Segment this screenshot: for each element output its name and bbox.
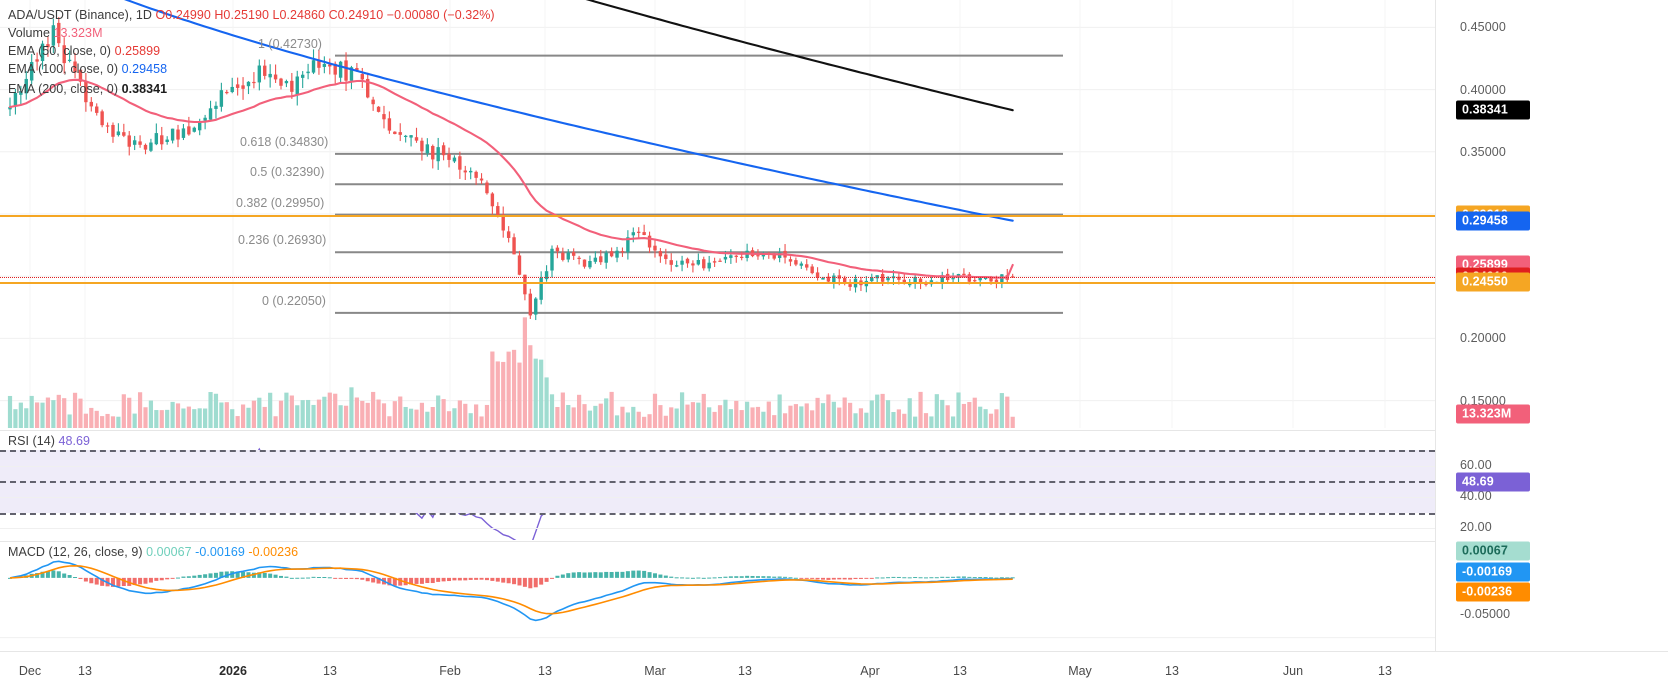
macd-badge-0[interactable]: 0.00067 bbox=[1456, 541, 1530, 561]
rsi-legend[interactable]: RSI (14) 48.69 bbox=[8, 434, 90, 448]
ohlc-high: H0.25190 bbox=[214, 8, 269, 22]
rsi-gridline bbox=[0, 465, 1435, 467]
price-axis-tick: 0.45000 bbox=[1460, 20, 1506, 35]
macd-signal-line bbox=[9, 564, 1013, 615]
macd-value-signal: -0.00236 bbox=[248, 545, 299, 559]
ohlc-low: L0.24860 bbox=[272, 8, 326, 22]
time-axis-tick: Feb bbox=[439, 664, 461, 678]
rsi-axis-tick: 20.00 bbox=[1460, 520, 1492, 535]
rsi-band bbox=[0, 449, 1435, 513]
price-band-line bbox=[0, 281, 1435, 284]
ema50-legend[interactable]: EMA (50, close, 0) 0.25899 bbox=[8, 44, 160, 58]
macd-value-histogram: 0.00067 bbox=[146, 545, 192, 559]
time-axis-tick: Mar bbox=[644, 664, 666, 678]
fib-level-label: 0.382 (0.29950) bbox=[236, 195, 325, 210]
time-axis-tick: 13 bbox=[738, 664, 752, 678]
fib-level-label: 0.5 (0.32390) bbox=[250, 165, 325, 180]
price-axis-tick: 0.40000 bbox=[1460, 82, 1506, 97]
ema100-value: 0.29458 bbox=[121, 62, 168, 76]
macd-value-line: -0.00169 bbox=[195, 545, 245, 559]
ema50-label: EMA (50, close, 0) bbox=[8, 44, 112, 58]
ema200-label: EMA (200, close, 0) bbox=[8, 82, 119, 96]
time-axis-tick: May bbox=[1068, 664, 1092, 678]
rsi-axis-tick: 60.00 bbox=[1460, 457, 1492, 472]
price-axis-tick: 0.20000 bbox=[1460, 331, 1506, 346]
macd-badge-1[interactable]: -0.00169 bbox=[1456, 562, 1530, 582]
volume-bars bbox=[7, 317, 1015, 428]
rsi-gridline bbox=[0, 497, 1435, 498]
ema200-legend[interactable]: EMA (200, close, 0) 0.38341 bbox=[8, 82, 167, 96]
ohlc-close: C0.24910 bbox=[328, 8, 384, 22]
ema100-line bbox=[124, 0, 1014, 222]
macd-plot-area[interactable] bbox=[0, 542, 1435, 651]
ema50-value: 0.25899 bbox=[114, 44, 161, 58]
volume-label: Volume bbox=[8, 26, 50, 40]
ohlc-change: −0.00080 bbox=[386, 8, 440, 22]
time-axis-tick: Apr bbox=[860, 664, 880, 678]
fib-level-label: 0.618 (0.34830) bbox=[240, 134, 329, 149]
rsi-panel[interactable] bbox=[0, 430, 1435, 540]
rsi-level-line bbox=[0, 449, 1435, 452]
symbol-title: ADA/USDT (Binance), 1D bbox=[8, 8, 152, 22]
ohlc-open: O0.24990 bbox=[155, 8, 211, 22]
macd-panel[interactable] bbox=[0, 541, 1435, 651]
time-axis-tick: 13 bbox=[538, 664, 552, 678]
price-axis-tick: 0.35000 bbox=[1460, 144, 1506, 159]
volume-value: 13.323M bbox=[53, 26, 103, 40]
time-axis-tick: 13 bbox=[323, 664, 337, 678]
macd-legend[interactable]: MACD (12, 26, close, 9) 0.00067 -0.00169… bbox=[8, 545, 298, 559]
ohlc-change-pct: (−0.32%) bbox=[443, 8, 495, 22]
time-axis-tick: Dec bbox=[18, 664, 42, 678]
time-axis[interactable]: Dec 13 2026 13 Feb 13 Mar 13 Apr 13 May 13 Jun 13 bbox=[0, 651, 1668, 692]
last-price-line bbox=[0, 277, 1435, 279]
rsi-label: RSI (14) bbox=[8, 434, 55, 448]
rsi-level-line bbox=[0, 512, 1435, 515]
ema200-line bbox=[585, 0, 1014, 112]
macd-badge-2[interactable]: -0.00236 bbox=[1456, 582, 1530, 602]
price-plot-area[interactable] bbox=[0, 0, 1435, 428]
rsi-axis-tick: 40.00 bbox=[1460, 489, 1492, 503]
price-axis[interactable]: 0.45000 0.40000 0.35000 0.20000 0.15000 0.383… bbox=[1435, 0, 1668, 692]
rsi-value: 48.69 bbox=[58, 434, 91, 448]
ema100-legend[interactable]: EMA (100, close, 0) 0.29458 bbox=[8, 62, 167, 76]
price-axis-tick: 0.15000 bbox=[1460, 393, 1506, 408]
macd-series bbox=[0, 560, 1435, 639]
time-axis-tick: 13 bbox=[78, 664, 92, 678]
time-axis-tick: 13 bbox=[953, 664, 967, 678]
symbol-legend[interactable]: ADA/USDT (Binance), 1D O0.24990 H0.25190… bbox=[8, 8, 495, 22]
ema50-line bbox=[8, 78, 1014, 279]
volume-badge[interactable]: 13.323M bbox=[1456, 404, 1530, 424]
macd-axis-tick: -0.05000 bbox=[1460, 607, 1511, 621]
price-series bbox=[0, 0, 1435, 428]
price-panel[interactable]: 1 (0.42730) 0.618 (0.34830) 0.5 (0.32390) 0… bbox=[0, 0, 1435, 428]
time-axis-tick: 2026 bbox=[219, 664, 247, 678]
fib-level-label: 1 (0.42730) bbox=[258, 36, 322, 51]
volume-legend[interactable]: Volume 13.323M bbox=[8, 26, 103, 40]
rsi-badge[interactable]: 48.69 bbox=[1456, 472, 1530, 492]
volume-plot-area[interactable] bbox=[0, 300, 1435, 428]
ema100-label: EMA (100, close, 0) bbox=[8, 62, 119, 76]
price-band-line bbox=[0, 215, 1435, 218]
time-axis-tick: Jun bbox=[1282, 664, 1304, 678]
time-axis-tick: 13 bbox=[1165, 664, 1179, 678]
price-badge-ema100[interactable]: 0.29458 bbox=[1456, 211, 1530, 231]
time-axis-tick: 13 bbox=[1378, 664, 1392, 678]
price-badge-ema200[interactable]: 0.38341 bbox=[1456, 100, 1530, 120]
fib-level-label: 0 (0.22050) bbox=[262, 293, 326, 308]
fib-level-label: 0.236 (0.26930) bbox=[238, 233, 327, 248]
rsi-level-line bbox=[0, 481, 1435, 484]
volume-panel[interactable] bbox=[0, 300, 1435, 428]
rsi-gridline bbox=[0, 528, 1435, 530]
macd-label: MACD (12, 26, close, 9) bbox=[8, 545, 143, 559]
macd-line bbox=[9, 560, 1013, 622]
ema200-value: 0.38341 bbox=[121, 82, 168, 96]
price-badge-lower-band[interactable]: 0.24550 bbox=[1456, 272, 1530, 292]
